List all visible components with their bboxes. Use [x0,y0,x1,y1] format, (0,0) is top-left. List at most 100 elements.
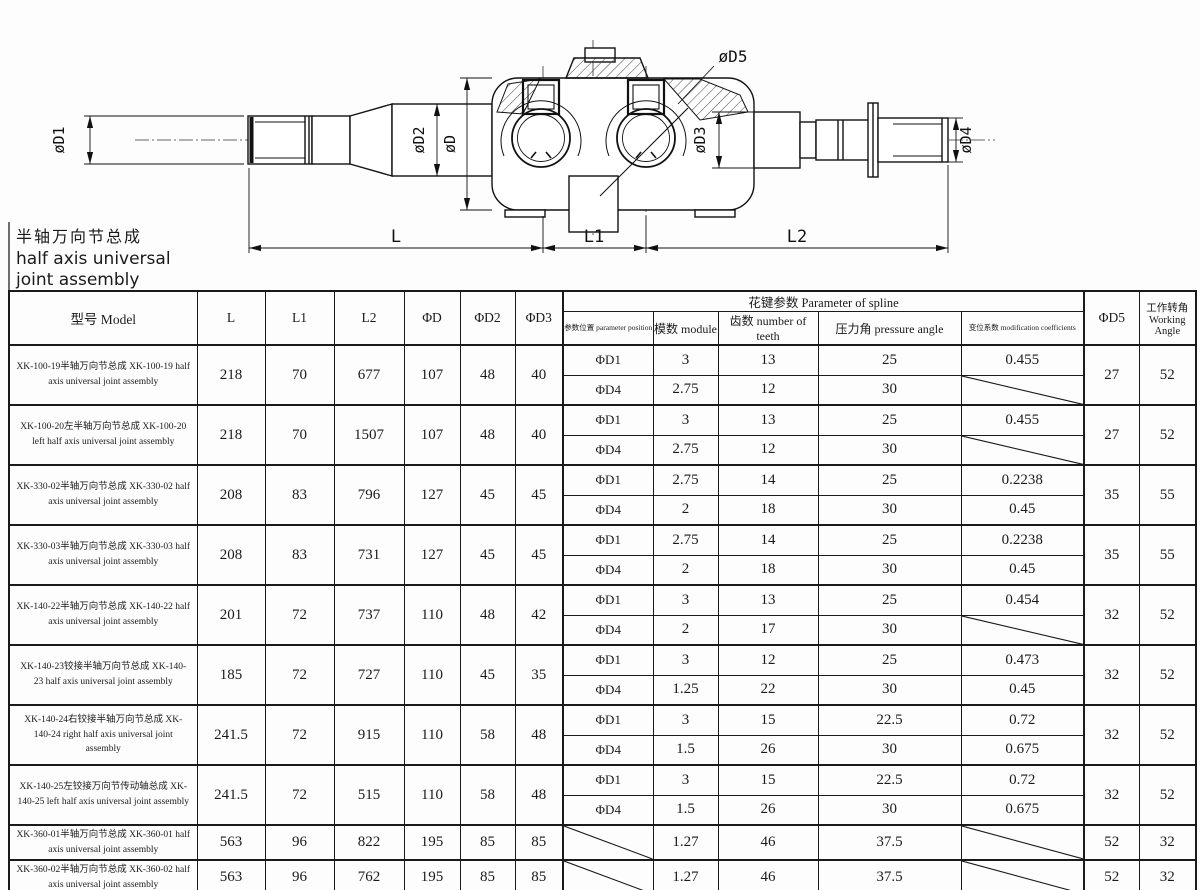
header-row-1: 型号 Model L L1 L2 ΦD ΦD2 ΦD3 花键参数 Paramet… [8,290,1197,346]
mod-coef-cell: 0.45 [960,554,1085,586]
model-cell: XK-330-02半轴万向节总成 XK-330-02 half axis uni… [8,464,198,526]
module-cell: 1.25 [652,674,719,706]
d5-cell: 52 [1083,824,1140,861]
l-cell: 241.5 [196,704,266,766]
pressure-angle-cell: 25 [817,584,962,616]
l1-cell: 72 [264,644,335,706]
l2-cell: 677 [333,344,405,406]
spline-group-header: 花键参数 Parameter of spline [561,290,1085,312]
d3-cell: 48 [514,704,564,766]
spline-pos-cell [562,824,654,861]
mod-coef-cell [960,614,1085,646]
l2-cell: 822 [333,824,405,861]
table-row: XK-360-01半轴万向节总成 XK-360-01 half axis uni… [8,824,1197,861]
l2-cell: 727 [333,644,405,706]
mod-coef-cell: 0.2238 [960,524,1085,556]
dim-label-l: L [391,227,401,247]
d2-cell: 45 [459,644,516,706]
l2-header: L2 [333,290,405,346]
module-cell: 2.75 [652,374,719,406]
l-cell: 185 [196,644,266,706]
working-angle-cell: 52 [1138,344,1197,406]
teeth-cell: 13 [717,404,819,436]
pressure-angle-cell: 25 [817,644,962,676]
working-angle-header: 工作转角 Working Angle [1138,290,1197,346]
table-row: XK-140-25左铰接万向节传动轴总成 XK-140-25 left half… [8,764,1197,826]
title-block: 半轴万向节总成 half axis universal joint assemb… [16,223,171,290]
module-cell: 2 [652,494,719,526]
module-cell: 3 [652,704,719,736]
module-cell: 2.75 [652,464,719,496]
table-row: ΦD4 2.75 12 30 [9,434,1196,466]
l1-cell: 83 [264,524,335,586]
l2-cell: 762 [333,859,405,890]
working-angle-header-en: Working Angle [1149,314,1186,337]
module-cell: 2.75 [652,434,719,466]
dimensions [8,65,963,290]
dim-label-l1: L1 [584,227,604,247]
working-angle-cell: 32 [1138,824,1197,861]
dim-label-d1: øD1 [50,126,68,153]
modification-header: 变位系数 modification coefficients [960,311,1085,346]
title-en-line1: half axis universal [16,249,171,269]
pressure-angle-cell: 30 [817,734,962,766]
table-row: XK-100-19半轴万向节总成 XK-100-19 half axis uni… [8,344,1197,406]
d5-cell: 32 [1083,704,1140,766]
mod-coef-cell: 0.45 [960,494,1085,526]
pressure-angle-cell: 30 [817,554,962,586]
dim-label-d5: øD5 [719,47,748,66]
d3-cell: 40 [514,404,564,466]
model-cell: XK-140-23铰接半轴万向节总成 XK-140-23 half axis u… [8,644,198,706]
d3-cell: 85 [514,824,564,861]
d2-cell: 45 [459,464,516,526]
dim-label-d2: øD2 [410,126,428,153]
d5-cell: 32 [1083,644,1140,706]
mod-coef-cell: 0.72 [960,704,1085,736]
d-cell: 107 [403,344,461,406]
d-cell: 127 [403,524,461,586]
module-cell: 3 [652,584,719,616]
slash-line [963,862,1071,890]
d3-cell: 45 [514,524,564,586]
pressure-angle-cell: 30 [817,794,962,826]
spline-pos-cell: ΦD1 [562,344,654,376]
l1-cell: 72 [264,704,335,766]
dim-label-d3: øD3 [691,126,709,153]
d5-cell: 27 [1083,404,1140,466]
pressure-angle-cell: 22.5 [817,704,962,736]
teeth-cell: 13 [717,344,819,376]
dim-label-d: øD [441,135,459,153]
l-cell: 201 [196,584,266,646]
mod-coef-cell: 0.675 [960,734,1085,766]
module-cell: 3 [652,344,719,376]
mod-coef-cell [960,434,1085,466]
spline-pos-cell: ΦD4 [562,434,654,466]
module-header: 模数 module [652,311,719,346]
l2-cell: 515 [333,764,405,826]
slash-line [962,436,1084,464]
slash-line [962,616,1084,644]
spec-table: 型号 Model L L1 L2 ΦD ΦD2 ΦD3 花键参数 Paramet… [8,290,1198,890]
pressure-angle-cell: 37.5 [817,859,962,890]
d5-cell: 52 [1083,859,1140,890]
d2-header: ΦD2 [459,290,516,346]
d2-cell: 85 [459,824,516,861]
spline-pos-cell [562,859,654,890]
working-angle-cell: 32 [1138,859,1197,890]
model-cell: XK-140-24右铰接半轴万向节总成 XK-140-24 right half… [8,704,198,766]
pressure-angle-cell: 25 [817,344,962,376]
model-cell: XK-360-02半轴万向节总成 XK-360-02 half axis uni… [8,859,198,890]
d-cell: 195 [403,859,461,890]
l-cell: 218 [196,344,266,406]
working-angle-cell: 52 [1138,644,1197,706]
l2-cell: 915 [333,704,405,766]
spline-pos-cell: ΦD4 [562,734,654,766]
table-row: XK-140-22半轴万向节总成 XK-140-22 half axis uni… [8,584,1197,646]
d2-cell: 48 [459,344,516,406]
teeth-cell: 13 [717,584,819,616]
d-cell: 107 [403,404,461,466]
slash-line [962,376,1084,404]
d-cell: 110 [403,584,461,646]
spec-table-body: XK-100-19半轴万向节总成 XK-100-19 half axis uni… [8,344,1197,890]
